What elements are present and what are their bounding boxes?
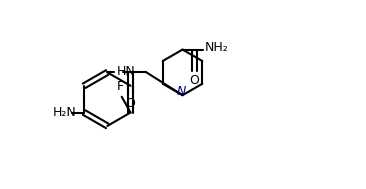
Text: H₂N: H₂N	[52, 106, 76, 119]
Text: F: F	[117, 80, 124, 93]
Text: HN: HN	[117, 65, 136, 78]
Text: O: O	[126, 97, 135, 110]
Text: N: N	[177, 84, 186, 98]
Text: O: O	[190, 74, 199, 87]
Text: NH₂: NH₂	[205, 41, 229, 54]
